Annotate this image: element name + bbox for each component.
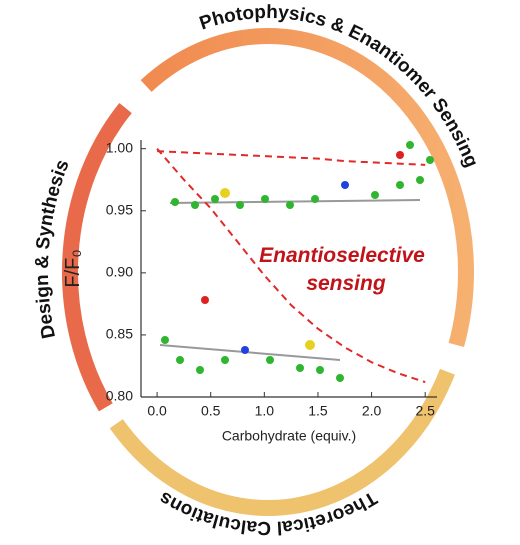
molecule-decoration	[159, 141, 434, 382]
y-tick-label: 0.85	[106, 326, 133, 342]
x-axis-label: Carbohydrate (equiv.)	[222, 428, 356, 444]
x-tick-label: 0.0	[147, 403, 167, 419]
y-tick-label: 0.90	[106, 264, 133, 280]
y-axis-label: F/F₀	[62, 249, 84, 287]
y-tick-label: 0.80	[106, 388, 133, 404]
annotation: sensing	[306, 272, 386, 295]
y-tick-label: 1.00	[106, 139, 133, 155]
ring-segment	[140, 28, 474, 348]
data-line	[156, 148, 426, 384]
x-tick-label: 2.0	[362, 403, 382, 419]
x-tick-label: 0.5	[201, 403, 221, 419]
ring-segment	[62, 103, 132, 412]
data-line	[157, 150, 426, 166]
plot: 0.80 0.85 0.90 0.95 1.00 0.0 0.5 1.0 1.5 2.0 2.5 Ca…	[62, 139, 437, 444]
x-tick-label: 1.5	[308, 403, 328, 419]
x-tick-label: 2.5	[415, 403, 435, 419]
x-tick-label: 1.0	[255, 403, 275, 419]
ring: Photophysics & Enantiomer SensingDesign …	[32, 2, 482, 538]
y-tick-label: 0.95	[106, 201, 133, 217]
ring-segment	[109, 368, 455, 516]
annotation: Enantioselective	[259, 244, 425, 267]
